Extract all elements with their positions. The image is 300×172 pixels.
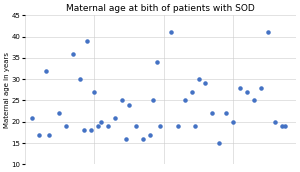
Point xyxy=(203,82,208,85)
Point xyxy=(85,40,90,42)
Point xyxy=(175,125,180,127)
Point xyxy=(92,91,97,93)
Point xyxy=(43,69,48,72)
Point xyxy=(99,120,103,123)
Point xyxy=(273,120,278,123)
Point xyxy=(78,78,83,80)
Point xyxy=(259,86,263,89)
Point xyxy=(71,52,76,55)
Point xyxy=(210,112,215,115)
Point xyxy=(36,133,41,136)
Point xyxy=(64,125,69,127)
Point xyxy=(189,91,194,93)
Point xyxy=(120,99,124,102)
Point xyxy=(238,86,243,89)
Point xyxy=(280,125,284,127)
Point xyxy=(252,99,256,102)
Point xyxy=(88,129,93,132)
Point xyxy=(134,125,138,127)
Point xyxy=(168,31,173,34)
Point xyxy=(106,125,110,127)
Point xyxy=(182,99,187,102)
Point xyxy=(140,137,145,140)
Point xyxy=(245,91,250,93)
Point xyxy=(193,125,197,127)
Point xyxy=(29,116,34,119)
Point xyxy=(81,129,86,132)
Point xyxy=(224,112,229,115)
Point xyxy=(127,103,131,106)
Point xyxy=(47,133,52,136)
Point xyxy=(57,112,62,115)
Point xyxy=(283,125,288,127)
Point xyxy=(266,31,270,34)
Point xyxy=(154,61,159,63)
Point xyxy=(158,125,163,127)
Point xyxy=(231,120,236,123)
Point xyxy=(151,99,156,102)
Y-axis label: Maternal age in years: Maternal age in years xyxy=(4,52,10,128)
Point xyxy=(113,116,118,119)
Title: Maternal age at bith of patients with SOD: Maternal age at bith of patients with SO… xyxy=(66,4,255,13)
Point xyxy=(123,137,128,140)
Point xyxy=(95,125,100,127)
Point xyxy=(196,78,201,80)
Point xyxy=(148,133,152,136)
Point xyxy=(217,142,222,144)
